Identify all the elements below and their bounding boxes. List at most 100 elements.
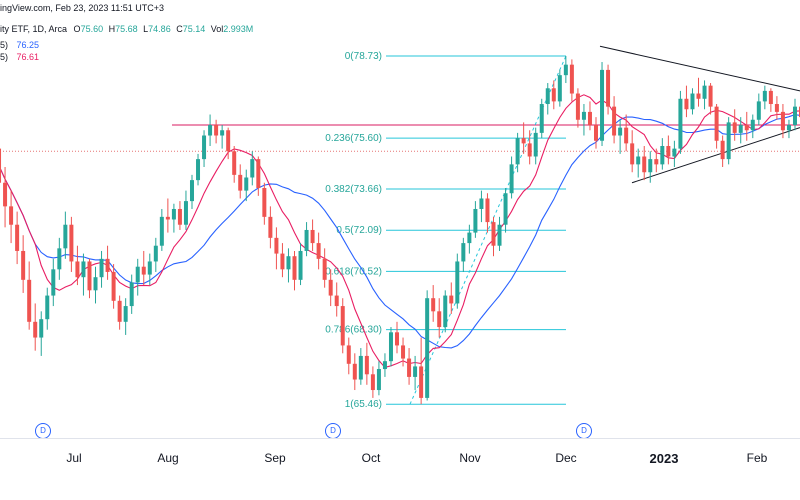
candle-body [545, 88, 550, 105]
candle-body [774, 104, 779, 112]
candle-body [479, 198, 484, 209]
candle-body [702, 85, 707, 99]
candle-body [3, 182, 8, 207]
volume-value: 2.993M [223, 24, 254, 34]
candle-body [660, 146, 665, 165]
candle-body [473, 208, 478, 233]
candle-body [304, 229, 309, 251]
candle-body [81, 261, 86, 278]
candle-body [455, 261, 460, 304]
candle-body [461, 243, 466, 262]
ma-fast-line [0, 94, 800, 369]
candle-body [334, 295, 339, 307]
x-label-feb: Feb [746, 451, 768, 465]
x-label-nov: Nov [459, 451, 481, 465]
candle-body [467, 232, 472, 244]
candle-body [642, 156, 647, 173]
candle-body [171, 208, 176, 220]
candle-body [69, 224, 74, 262]
candle-body [262, 187, 267, 217]
x-label-oct: Oct [361, 451, 381, 465]
candle-body [177, 208, 182, 225]
candle-body [581, 111, 586, 120]
dividend-marker-1[interactable]: D [35, 423, 51, 439]
candle-body [684, 98, 689, 110]
close-value: 75.14 [182, 24, 206, 34]
dividend-marker-2[interactable]: D [325, 423, 341, 439]
candle-body [352, 363, 357, 380]
candle-body [51, 269, 56, 296]
candle-body [443, 295, 448, 328]
candle-body [539, 104, 544, 133]
x-label-aug: Aug [157, 451, 179, 465]
candle-body [99, 258, 104, 278]
x-label-2023: 2023 [649, 451, 679, 466]
candle-body [449, 295, 454, 304]
candle-body [557, 75, 562, 102]
low-value: 74.86 [148, 24, 171, 34]
candle-body [563, 64, 568, 76]
chart-source-line: ingView.com, Feb 23, 2023 11:51 UTC+3 [0, 3, 164, 13]
ma1-legend[interactable]: 5) 76.25 [0, 40, 39, 50]
candle-body [93, 277, 98, 291]
candle-body [75, 261, 80, 278]
candle-body [714, 106, 719, 141]
candle-body [437, 311, 442, 328]
candle-body [401, 345, 406, 359]
close-label: C [176, 24, 183, 34]
candle-body [135, 266, 140, 283]
source-text: ingView.com, Feb 23, 2023 11:51 UTC+3 [0, 3, 165, 13]
candle-body [708, 85, 713, 107]
candle-body [630, 143, 635, 165]
candle-body [45, 295, 50, 320]
candle-body [165, 216, 170, 220]
candle-body [515, 138, 520, 165]
candle-body [720, 140, 725, 160]
symbol-ohlc-line: ity ETF, 1D, Arca O75.60 H75.68 L74.86 C… [0, 24, 253, 34]
candle-body [244, 177, 249, 191]
candle-body [533, 132, 538, 157]
candle-body [485, 198, 490, 223]
candle-body [292, 256, 297, 280]
candle-body [395, 332, 400, 346]
candle-body [503, 193, 508, 225]
candle-body [238, 174, 243, 191]
dividend-marker-3[interactable]: D [576, 423, 592, 439]
candle-body [569, 64, 574, 94]
candle-body [33, 321, 38, 338]
ma2-label: 5) [0, 52, 9, 62]
candle-body [587, 111, 592, 126]
candle-body [256, 159, 261, 188]
candle-body [340, 306, 345, 346]
candle-body [388, 332, 393, 362]
candle-body [521, 138, 526, 144]
x-label-jul: Jul [66, 451, 82, 465]
candle-body [696, 93, 701, 99]
candle-body [111, 271, 116, 301]
candle-body [250, 159, 255, 178]
candle-body [690, 93, 695, 110]
volume-label: Vol [210, 24, 224, 34]
ma-slow-line [0, 114, 800, 349]
candle-body [491, 222, 496, 246]
candle-body [780, 111, 785, 131]
candle-body [672, 148, 677, 157]
time-axis[interactable]: Jul Aug Sep Oct Nov Dec 2023 Feb [0, 438, 800, 500]
candle-body [346, 345, 351, 364]
candle-body [202, 135, 207, 160]
ma1-value: 76.25 [16, 40, 40, 50]
candle-body [792, 106, 797, 126]
candle-body [497, 224, 502, 246]
fib-label-0.382: 0.382(73.66) [325, 184, 382, 195]
candle-body [27, 279, 32, 322]
candle-body [232, 151, 237, 175]
candle-body [141, 266, 146, 275]
candle-body [732, 122, 737, 133]
candle-body [159, 216, 164, 246]
candle-body [123, 306, 128, 322]
candle-body [117, 300, 122, 322]
ma1-label: 5) [0, 40, 9, 50]
fib-label-0.5: 0.5(72.09) [336, 225, 382, 236]
ma2-legend[interactable]: 5) 76.61 [0, 52, 39, 62]
